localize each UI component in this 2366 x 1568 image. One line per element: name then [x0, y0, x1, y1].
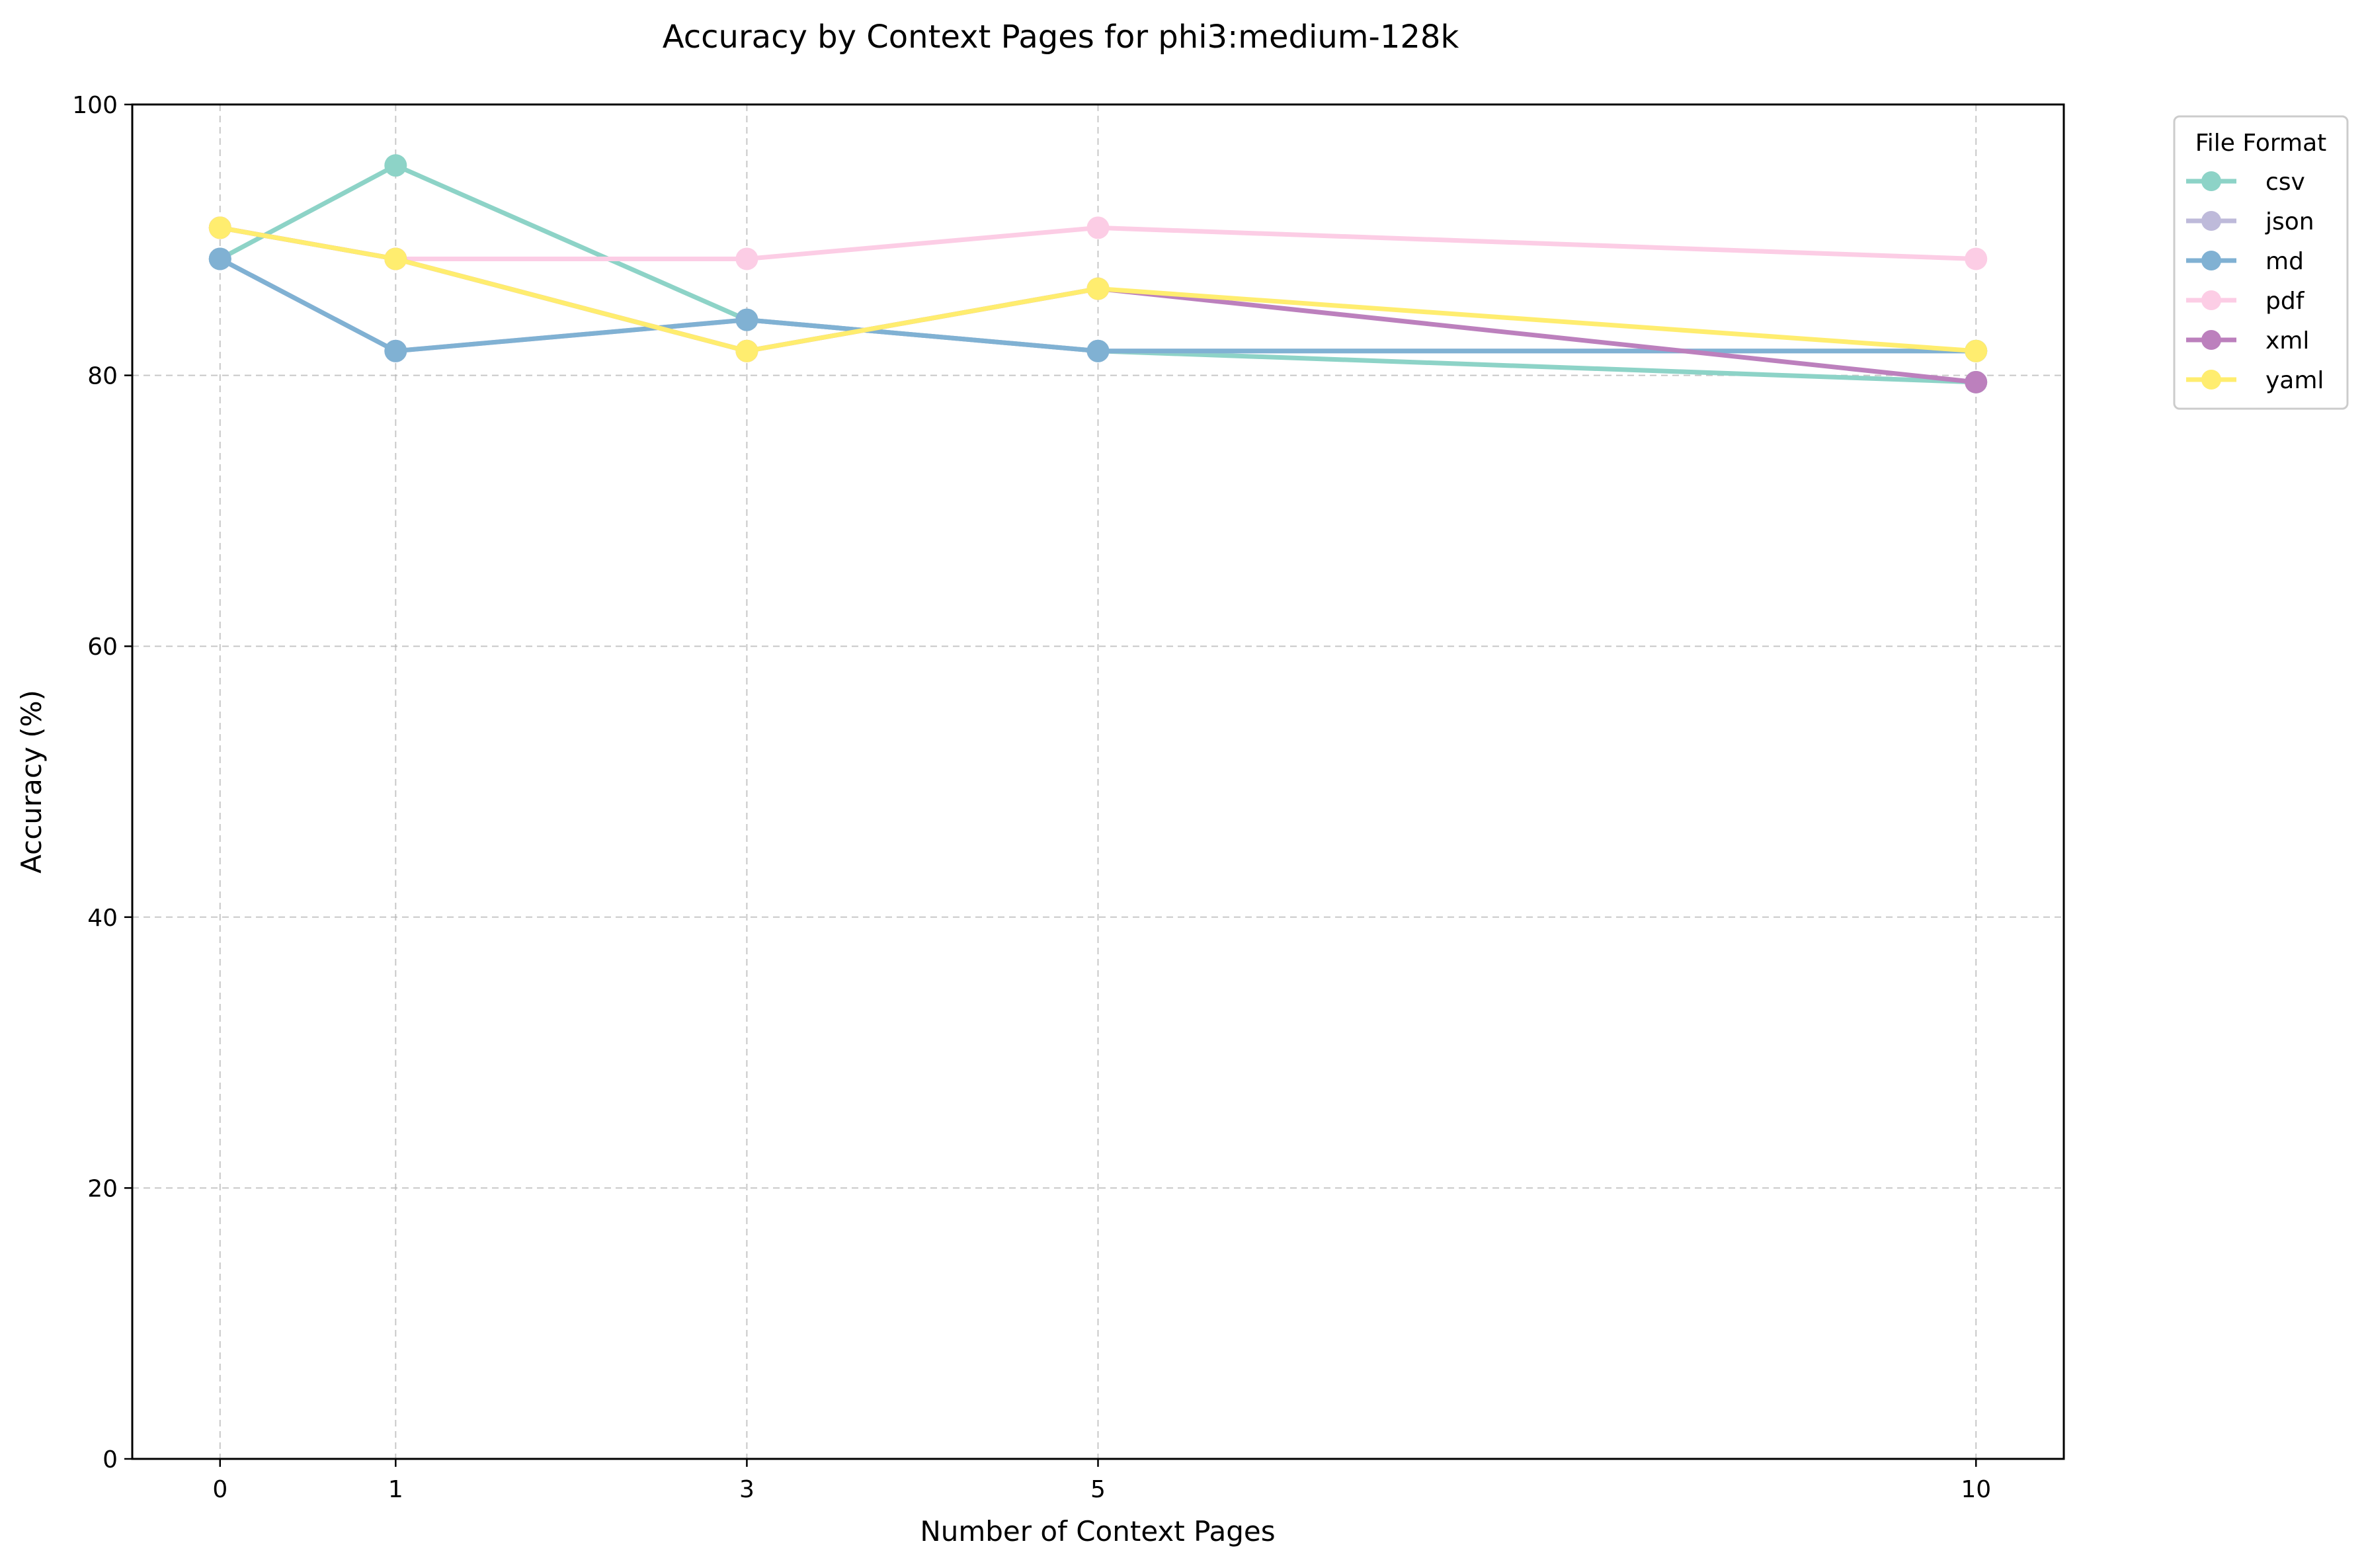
y-tick-label: 80	[87, 363, 118, 390]
data-point-yaml	[1965, 339, 1988, 362]
legend-item-yaml: yaml	[2186, 367, 2324, 394]
data-point-md	[1086, 339, 1110, 362]
legend-marker	[2201, 330, 2221, 350]
x-tick-label: 1	[388, 1476, 403, 1503]
legend-item-csv: csv	[2186, 169, 2305, 196]
x-tick-label: 5	[1090, 1476, 1106, 1503]
legend-label: json	[2265, 208, 2314, 235]
y-tick-label: 0	[102, 1446, 118, 1473]
legend-label: yaml	[2265, 367, 2324, 394]
chart-title: Accuracy by Context Pages for phi3:mediu…	[663, 19, 1459, 56]
legend-marker	[2201, 171, 2221, 191]
legend-title: File Format	[2195, 130, 2327, 157]
x-tick-label: 0	[212, 1476, 227, 1503]
data-point-csv	[384, 154, 407, 177]
data-point-yaml	[1086, 277, 1110, 300]
x-tick-label: 10	[1961, 1476, 1991, 1503]
data-point-pdf	[735, 247, 758, 270]
series-yaml	[208, 216, 1988, 362]
y-axis-label: Accuracy (%)	[15, 690, 48, 874]
y-tick-label: 20	[87, 1175, 118, 1202]
data-point-yaml	[735, 339, 758, 362]
legend-item-pdf: pdf	[2186, 288, 2305, 315]
y-tick-label: 60	[87, 634, 118, 661]
legend-item-md: md	[2186, 248, 2304, 275]
series-layer	[208, 154, 1988, 393]
legend: File Format csv json md pdf xml yaml	[2173, 115, 2349, 410]
data-point-md	[384, 339, 407, 362]
legend-marker	[2201, 290, 2221, 310]
y-tick-label: 40	[87, 905, 118, 932]
legend-marker	[2201, 211, 2221, 231]
legend-item-json: json	[2186, 208, 2314, 235]
legend-label: csv	[2265, 169, 2305, 196]
data-point-pdf	[1965, 247, 1988, 270]
legend-label: pdf	[2265, 288, 2305, 315]
data-point-yaml	[208, 216, 231, 239]
data-point-md	[735, 308, 758, 331]
y-tick-label: 100	[72, 92, 118, 119]
legend-items: csv json md pdf xml yaml	[2186, 169, 2324, 394]
data-point-xml	[1965, 370, 1988, 393]
data-point-md	[208, 247, 231, 270]
data-point-pdf	[1086, 216, 1110, 239]
legend-item-xml: xml	[2186, 327, 2309, 354]
legend-label: md	[2265, 248, 2304, 275]
legend-marker	[2201, 370, 2221, 390]
legend-label: xml	[2265, 327, 2309, 354]
legend-marker	[2201, 251, 2221, 270]
x-tick-label: 3	[739, 1476, 755, 1503]
data-point-yaml	[384, 247, 407, 270]
x-axis-label: Number of Context Pages	[920, 1515, 1275, 1547]
